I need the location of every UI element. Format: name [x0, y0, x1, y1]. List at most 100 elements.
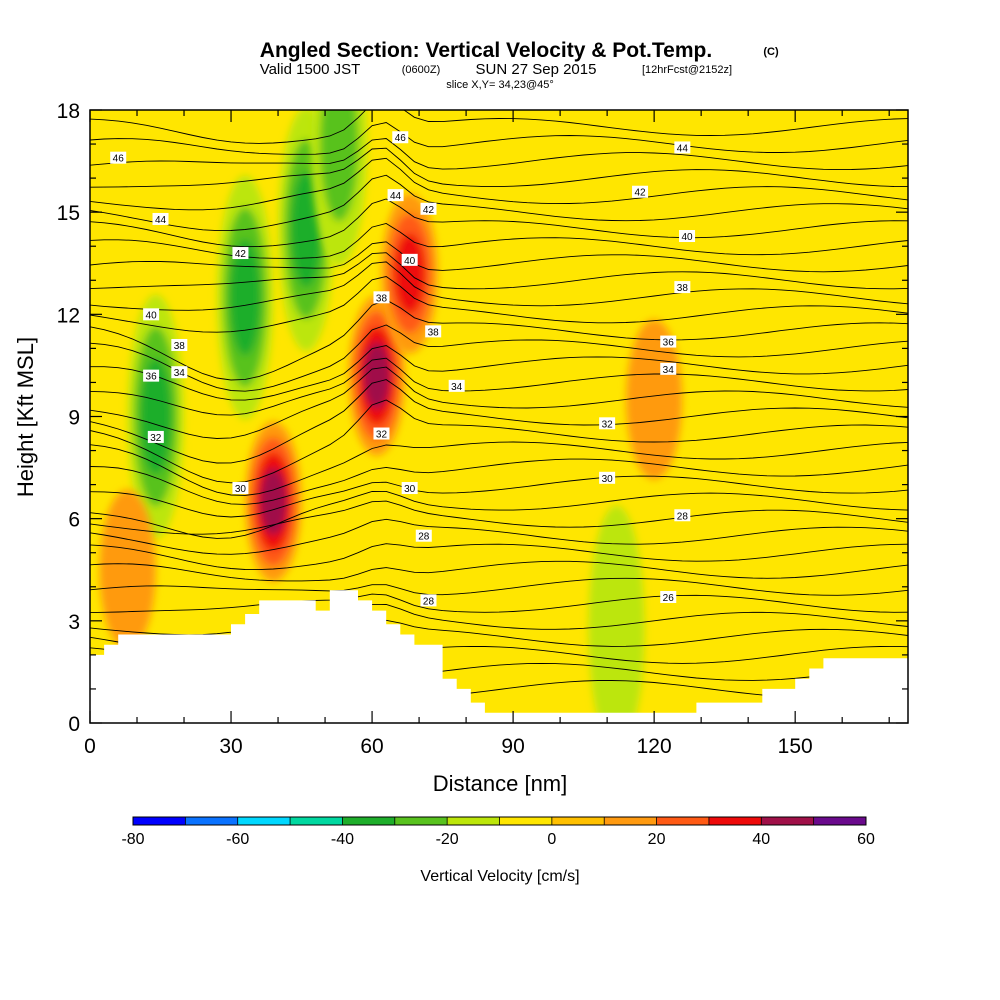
velocity-feature-3	[278, 110, 335, 352]
contour-label-bg	[448, 379, 465, 392]
contour-label-bg	[110, 151, 127, 164]
contour-label-text: 30	[602, 474, 614, 485]
contour-label-text: 38	[428, 327, 440, 338]
colorbar-swatch	[604, 817, 657, 825]
contour-label-text: 38	[376, 293, 388, 304]
colorbar-label: Vertical Velocity [cm/s]	[420, 868, 579, 885]
y-tick-label: 0	[68, 713, 80, 736]
velocity-cell	[363, 342, 391, 409]
plot-area: 46 44 42 40 38 36 34 32 30 46 44 42 40 38 38 34 32 30 28 28…	[57, 100, 909, 758]
chart-subtitle: Valid 1500 JST (0600Z) SUN 27 Sep 2015 […	[260, 61, 732, 78]
theta-contour-line	[90, 490, 908, 539]
theta-contour-line	[90, 399, 908, 484]
theta-contour-line	[90, 198, 908, 248]
contour-label-text: 30	[404, 484, 416, 495]
theta-contour-line	[90, 138, 908, 171]
contour-label-text: 40	[681, 232, 693, 243]
contour-label-text: 28	[423, 596, 435, 607]
contour-label-text: 44	[390, 191, 402, 202]
contour-label: 46	[392, 131, 409, 144]
x-tick-label: 120	[637, 735, 672, 758]
contour-label-bg	[420, 202, 437, 215]
theta-contour-line	[90, 299, 908, 381]
contour-label: 28	[415, 529, 432, 543]
colorbar-swatch	[447, 817, 500, 825]
contour-label: 38	[171, 338, 188, 352]
terrain	[90, 590, 908, 723]
velocity-cell	[260, 468, 287, 535]
velocity-cell	[626, 319, 683, 480]
contour-label-text: 38	[174, 341, 186, 352]
contour-label: 34	[660, 362, 677, 376]
contour-label: 42	[232, 247, 249, 260]
colorbar-swatch	[656, 817, 709, 825]
colorbar-tick-label: 60	[857, 831, 875, 848]
contour-label: 30	[599, 471, 616, 485]
theta-contour-line	[90, 241, 908, 273]
contour-label: 40	[679, 230, 696, 243]
contour-label: 46	[110, 151, 127, 165]
contour-label-text: 42	[634, 188, 646, 199]
theta-contour-line	[90, 223, 908, 259]
slice-label: slice X,Y= 34,23@45°	[446, 79, 554, 91]
contour-label-text: 44	[155, 215, 167, 226]
contour-label-bg	[143, 308, 160, 321]
contour-label-text: 42	[235, 249, 247, 260]
contour-label-text: 34	[451, 382, 463, 393]
theta-contour-line	[90, 543, 908, 571]
subtitle-utc: (0600Z)	[402, 64, 441, 76]
chart-title-unit: (C)	[763, 46, 779, 58]
contour-label: 38	[425, 325, 442, 338]
contour-label: 44	[674, 141, 691, 154]
contour-label-bg	[599, 471, 616, 484]
theta-contour-line	[90, 324, 908, 392]
x-tick-label: 60	[360, 735, 383, 758]
theta-contour-line	[90, 345, 908, 401]
contour-labels: 46 44 42 40 38 36 34 32 30 46 44 42 40 38 38 34 32 30 28 28…	[110, 131, 696, 607]
velocity-feature-4	[217, 175, 274, 420]
contour-label: 38	[373, 291, 390, 304]
colorbar-swatch	[133, 817, 186, 825]
colorbar-swatch	[708, 817, 762, 825]
colorbar-swatch	[761, 817, 814, 825]
velocity-feature-9	[99, 489, 156, 650]
contour-label-bg	[232, 247, 249, 260]
contour-label-text: 34	[663, 365, 675, 376]
contour-label: 36	[143, 369, 160, 383]
contour-label-text: 46	[113, 154, 125, 165]
contour-label-bg	[232, 482, 249, 495]
x-axis-label: Distance [nm]	[433, 771, 568, 796]
contour-label-bg	[415, 529, 432, 542]
contour-label: 34	[171, 366, 188, 379]
y-tick-label: 12	[57, 304, 80, 327]
colorbar-swatch	[185, 817, 238, 825]
contour-label: 32	[599, 417, 616, 430]
y-tick-label: 15	[57, 202, 80, 225]
chart-title: Angled Section: Vertical Velocity & Pot.…	[260, 39, 712, 62]
contour-label-text: 40	[404, 256, 416, 267]
contour-label-text: 26	[663, 593, 675, 604]
contour-label: 40	[401, 253, 418, 267]
contour-label: 42	[420, 202, 437, 216]
contour-label: 42	[632, 185, 649, 199]
contour-label-text: 32	[376, 430, 388, 441]
contour-label-text: 32	[602, 419, 614, 430]
contour-label: 34	[448, 379, 465, 393]
theta-contour-line	[90, 577, 908, 596]
theta-contour-line	[90, 174, 908, 232]
contour-label: 30	[232, 482, 249, 495]
colorbar-swatch	[394, 817, 448, 825]
contour-label-bg	[373, 427, 390, 440]
velocity-feature-1	[348, 295, 405, 456]
contour-label: 32	[373, 427, 390, 441]
theta-contour-line	[90, 604, 908, 636]
contour-label-text: 30	[235, 484, 247, 495]
velocity-feature-6	[311, 110, 368, 267]
colorbar-tick-label: -20	[436, 831, 459, 848]
velocity-feature-7	[588, 505, 645, 723]
theta-contour-line	[90, 110, 908, 144]
subtitle-forecast: [12hrFcst@2152z]	[642, 64, 732, 76]
contour-label: 38	[674, 281, 691, 294]
colorbar: -80 -60 -40 -20 0 20 40 60	[121, 816, 875, 848]
